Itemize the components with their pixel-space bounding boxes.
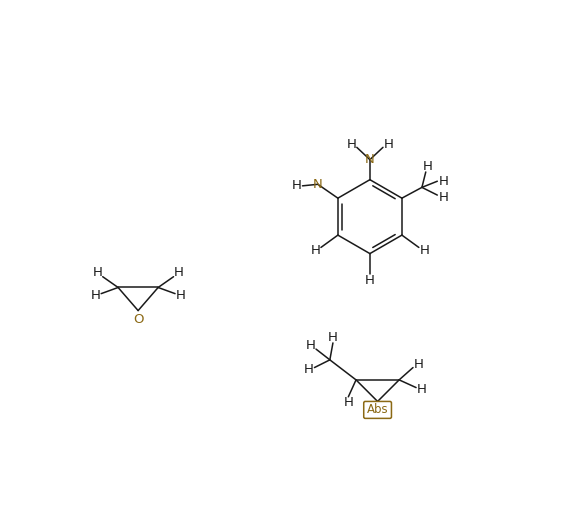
Text: H: H: [419, 244, 429, 257]
Text: N: N: [313, 178, 323, 191]
Text: H: H: [438, 191, 448, 204]
Text: H: H: [384, 138, 393, 151]
Text: H: H: [414, 358, 423, 371]
Text: H: H: [306, 339, 316, 352]
Text: H: H: [328, 331, 338, 344]
Text: H: H: [343, 397, 353, 409]
Text: H: H: [416, 383, 426, 396]
Text: H: H: [438, 175, 448, 188]
FancyBboxPatch shape: [363, 401, 392, 418]
Text: H: H: [92, 266, 103, 279]
Text: H: H: [365, 274, 375, 287]
Text: H: H: [176, 289, 185, 302]
Text: H: H: [91, 289, 101, 302]
Text: H: H: [292, 180, 302, 192]
Text: H: H: [347, 138, 357, 151]
Text: O: O: [133, 313, 143, 326]
Text: H: H: [174, 266, 184, 279]
Text: H: H: [422, 160, 432, 173]
Text: N: N: [365, 153, 375, 166]
Text: H: H: [304, 363, 314, 376]
Text: H: H: [310, 244, 320, 257]
Text: Abs: Abs: [367, 404, 388, 417]
